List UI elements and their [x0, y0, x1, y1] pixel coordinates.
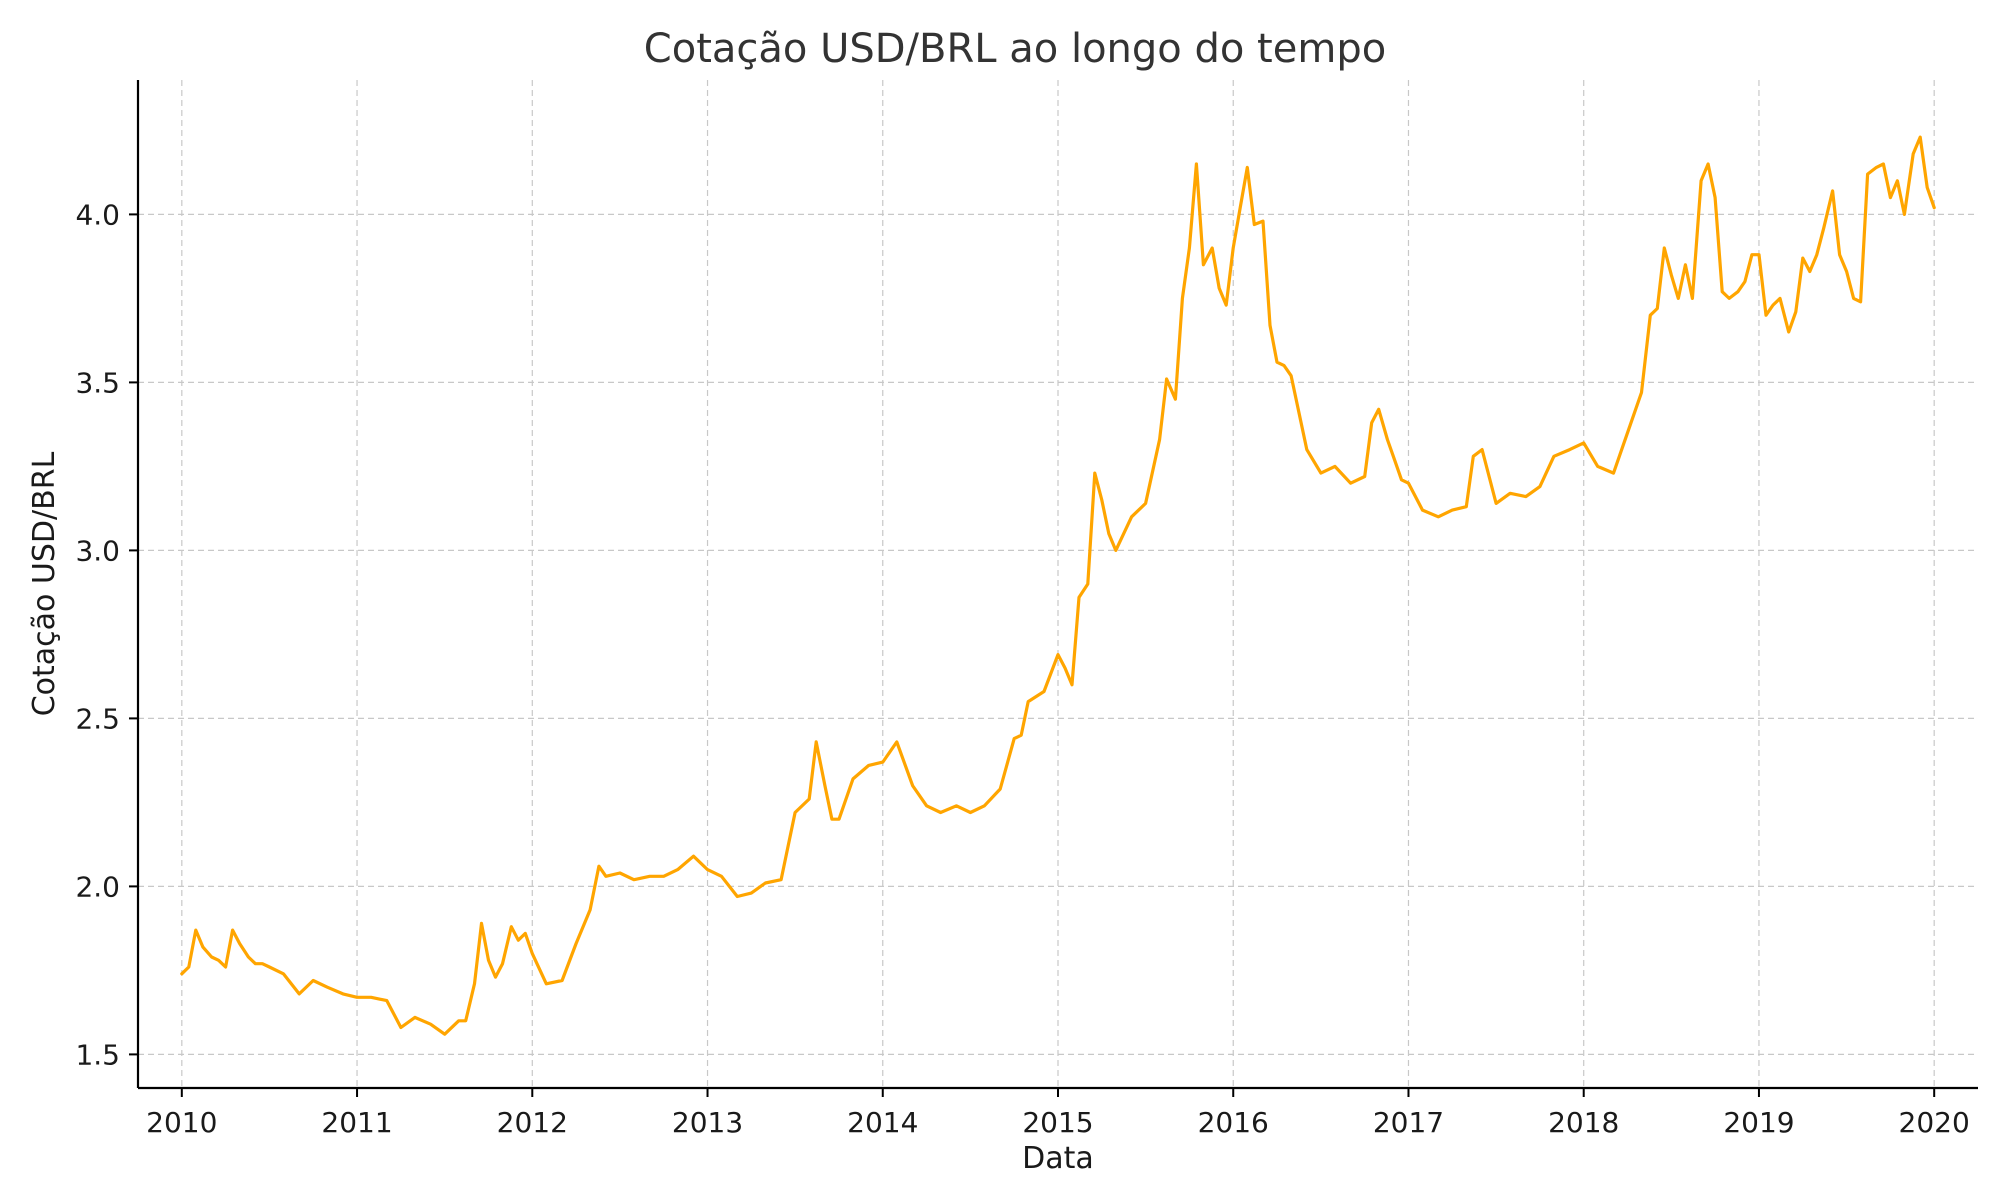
y-tick-label: 4.0 — [75, 198, 120, 231]
y-tick-label: 3.5 — [75, 366, 120, 399]
y-tick-label: 2.0 — [75, 870, 120, 903]
x-tick-label: 2020 — [1899, 1106, 1970, 1139]
x-tick-label: 2013 — [672, 1106, 743, 1139]
x-tick-label: 2014 — [847, 1106, 918, 1139]
horizontal-grid-lines — [138, 213, 1978, 1056]
x-tick-label: 2012 — [497, 1106, 568, 1139]
y-axis-ticks: 1.5 2.0 2.5 3.0 3.5 4.0 — [75, 198, 138, 1071]
y-tick-label: 2.5 — [75, 702, 120, 735]
y-axis-label: Cotação USD/BRL — [27, 451, 62, 716]
grid-lines — [138, 80, 1978, 1088]
x-tick-label: 2010 — [146, 1106, 217, 1139]
y-tick-label: 1.5 — [75, 1038, 120, 1071]
usd-brl-series-line — [180, 135, 1936, 1036]
x-tick-label: 2015 — [1022, 1106, 1093, 1139]
x-tick-label: 2016 — [1198, 1106, 1269, 1139]
vertical-grid-lines — [181, 80, 1935, 1088]
x-axis-ticks: 2010 2011 2012 2013 2014 2015 2016 2017 2018 2019… — [146, 1088, 1970, 1139]
x-tick-label: 2017 — [1373, 1106, 1444, 1139]
x-tick-label: 2018 — [1548, 1106, 1619, 1139]
y-tick-label: 3.0 — [75, 534, 120, 567]
chart-title: Cotação USD/BRL ao longo do tempo — [644, 26, 1386, 72]
x-tick-label: 2019 — [1723, 1106, 1794, 1139]
x-tick-label: 2011 — [321, 1106, 392, 1139]
x-axis-label: Data — [1022, 1141, 1094, 1176]
